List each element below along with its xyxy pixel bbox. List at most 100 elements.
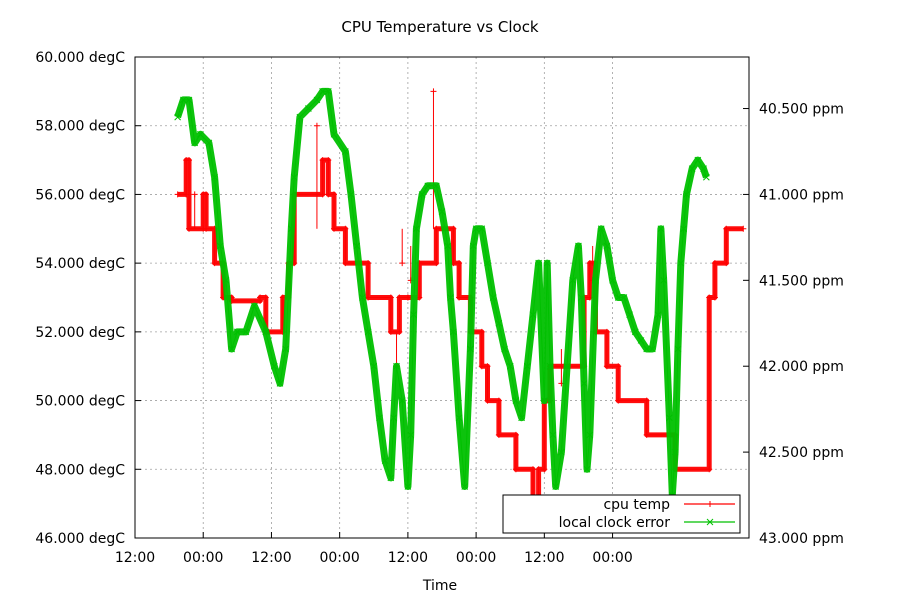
point-local-clock-error [529, 311, 537, 319]
point-local-clock-error [535, 259, 543, 267]
point-cpu-temp [387, 294, 394, 301]
point-local-clock-error [447, 294, 454, 301]
point-local-clock-error [660, 276, 668, 284]
point-local-clock-error [546, 362, 554, 370]
point-local-clock-error [597, 225, 605, 233]
point-local-clock-error [438, 208, 446, 215]
point-local-clock-error [228, 345, 236, 353]
point-local-clock-error [700, 165, 707, 173]
point-local-clock-error [631, 328, 639, 336]
point-local-clock-error [398, 397, 406, 404]
point-local-clock-error [688, 165, 696, 173]
legend-label-clock-error: local clock error [559, 515, 671, 531]
point-cpu-temp [203, 225, 210, 232]
point-cpu-temp [325, 191, 332, 198]
y2-tick-label: 40.500 ppm [759, 102, 844, 118]
point-local-clock-error [432, 182, 440, 190]
point-cpu-temp [211, 260, 218, 267]
point-local-clock-error [609, 276, 616, 284]
point-local-clock-error [467, 345, 474, 353]
point-local-clock-error [575, 242, 582, 250]
spike-marker-cpu-temp [191, 191, 198, 198]
point-cpu-temp [330, 191, 337, 198]
point-local-clock-error [410, 311, 417, 319]
point-local-clock-error [270, 362, 278, 370]
point-local-clock-error [205, 139, 213, 147]
y2-tick-label: 42.500 ppm [759, 445, 844, 461]
point-cpu-temp [456, 294, 463, 301]
x-tick-label: 00:00 [183, 550, 223, 566]
y-tick-label: 50.000 degC [35, 394, 125, 410]
point-cpu-temp [603, 363, 610, 370]
point-cpu-temp [396, 294, 403, 301]
point-local-clock-error [478, 225, 486, 233]
point-local-clock-error [654, 311, 662, 319]
plot-frame [134, 56, 750, 539]
point-local-clock-error [185, 96, 193, 104]
y-tick-label: 60.000 degC [35, 50, 125, 66]
point-cpu-temp [342, 260, 349, 267]
point-local-clock-error [648, 345, 656, 353]
point-cpu-temp [495, 431, 502, 438]
point-local-clock-error [703, 173, 710, 181]
point-local-clock-error [282, 345, 290, 353]
y2-tick-label: 41.500 ppm [759, 273, 844, 289]
point-cpu-temp [512, 466, 519, 473]
point-local-clock-error [313, 96, 321, 104]
point-local-clock-error [586, 431, 594, 439]
y-tick-label: 48.000 degC [35, 462, 125, 478]
point-cpu-temp [330, 225, 337, 232]
point-local-clock-error [287, 225, 295, 233]
point-local-clock-error [637, 337, 645, 344]
point-local-clock-error [472, 225, 480, 233]
point-local-clock-error [558, 448, 565, 456]
y-tick-label: 54.000 degC [35, 256, 125, 272]
point-local-clock-error [222, 276, 230, 284]
point-local-clock-error [341, 148, 349, 155]
point-local-clock-error [583, 465, 591, 473]
point-local-clock-error [549, 431, 557, 439]
point-local-clock-error [319, 88, 326, 95]
point-local-clock-error [290, 173, 298, 181]
y-axis: 60.000 degC 58.000 degC 56.000 degC 54.000 … [35, 50, 141, 547]
point-local-clock-error [592, 276, 599, 284]
point-local-clock-error [262, 328, 270, 336]
point-cpu-temp [723, 225, 730, 232]
point-local-clock-error [191, 139, 199, 147]
point-local-clock-error [251, 302, 258, 310]
point-cpu-temp [484, 363, 491, 370]
point-local-clock-error [603, 242, 611, 250]
point-cpu-temp [396, 328, 403, 335]
y-tick-label: 52.000 degC [35, 325, 125, 341]
point-local-clock-error [305, 105, 312, 112]
point-local-clock-error [518, 414, 525, 422]
point-cpu-temp [365, 260, 372, 267]
x-tick-label: 00:00 [456, 550, 496, 566]
point-cpu-temp [706, 294, 713, 301]
point-local-clock-error [276, 380, 284, 387]
legend-marker-cpu-temp [707, 501, 713, 507]
spike-marker-cpu-temp [313, 122, 320, 129]
chart-title: CPU Temperature vs Clock [341, 18, 539, 36]
point-local-clock-error [694, 156, 702, 164]
point-local-clock-error [677, 259, 685, 267]
legend-marker-clock-error [706, 518, 714, 526]
point-local-clock-error [671, 448, 679, 456]
point-cpu-temp [615, 363, 622, 370]
point-local-clock-error [563, 362, 571, 370]
y2-tick-label: 41.000 ppm [759, 187, 844, 203]
x-tick-label: 12:00 [524, 550, 564, 566]
y-tick-label: 58.000 degC [35, 119, 125, 135]
point-local-clock-error [424, 182, 432, 190]
point-local-clock-error [390, 414, 398, 422]
point-cpu-temp [643, 397, 650, 404]
point-cpu-temp [643, 431, 650, 438]
point-local-clock-error [364, 328, 372, 336]
point-local-clock-error [370, 362, 378, 370]
point-local-clock-error [577, 294, 585, 301]
plot-series [174, 87, 747, 507]
point-local-clock-error [680, 225, 687, 233]
point-cpu-temp [711, 260, 718, 267]
point-local-clock-error [543, 259, 551, 267]
y-tick-label: 46.000 degC [35, 531, 125, 547]
